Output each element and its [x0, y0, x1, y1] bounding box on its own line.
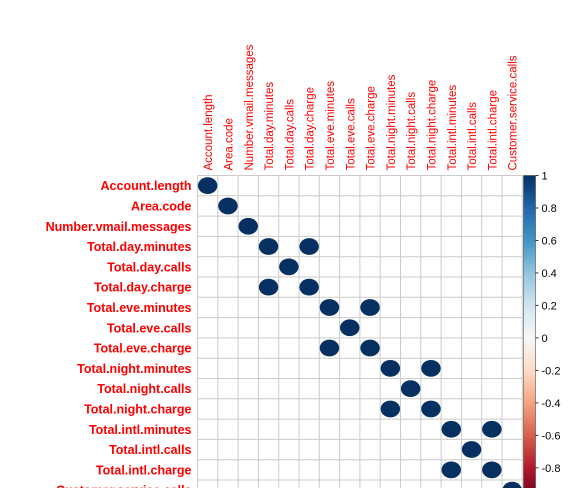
colorbar-tick-label: 0.2: [542, 300, 557, 312]
corr-circle-Total.eve.charge-Total.eve.charge: [360, 339, 380, 357]
corr-circle-Total.intl.minutes-Total.intl.minutes: [441, 420, 461, 438]
column-label: Total.night.calls: [406, 92, 418, 171]
corr-circle-Total.eve.charge-Total.eve.minutes: [319, 339, 340, 357]
colorbar-tick-label: 0.6: [542, 235, 557, 247]
colorbar-tick-label: -0.2: [542, 365, 561, 377]
row-label: Total.intl.calls: [109, 443, 191, 457]
row-label: Total.day.charge: [94, 281, 192, 295]
corr-circle-Total.day.minutes-Total.day.charge: [299, 238, 319, 255]
row-label: Customer.service.calls: [56, 484, 192, 488]
corr-circle-Total.intl.calls-Total.intl.calls: [461, 441, 482, 458]
corr-circle-Total.eve.minutes-Total.eve.charge: [360, 299, 380, 316]
column-label: Number.vmail.messages: [244, 44, 256, 170]
column-label: Total.day.minutes: [264, 82, 276, 171]
corr-circle-Total.day.charge-Total.day.charge: [299, 278, 319, 296]
row-label: Total.intl.charge: [96, 463, 192, 477]
colorbar-tick-label: -0.4: [542, 398, 561, 410]
row-label: Number.vmail.messages: [46, 220, 192, 234]
colorbar-tick-label: 0.4: [542, 268, 557, 280]
column-label: Total.intl.minutes: [447, 85, 459, 171]
colorbar-tick-label: 1: [542, 171, 548, 183]
column-label: Customer.service.calls: [508, 55, 520, 170]
corr-circle-Total.night.calls-Total.night.calls: [400, 380, 421, 398]
colorbar-tick-label: -0.6: [542, 430, 561, 442]
column-label: Total.eve.minutes: [325, 81, 337, 171]
corr-circle-Total.day.charge-Total.day.minutes: [258, 278, 279, 296]
corr-circle-Account.length-Account.length: [197, 177, 218, 195]
row-label: Area.code: [131, 199, 191, 213]
column-label: Total.intl.calls: [467, 102, 479, 171]
row-label: Total.night.charge: [84, 402, 191, 416]
corr-circle-Total.night.minutes-Total.night.minutes: [380, 359, 401, 377]
corr-circle-Total.night.charge-Total.night.minutes: [380, 400, 401, 418]
row-label: Total.eve.charge: [94, 342, 192, 356]
corr-circle-Total.night.minutes-Total.night.charge: [421, 359, 441, 377]
row-label: Total.intl.minutes: [89, 423, 192, 437]
corr-circle-Area.code-Area.code: [218, 197, 238, 215]
corr-circle-Total.intl.charge-Total.intl.charge: [482, 461, 502, 479]
row-label: Account.length: [101, 179, 192, 193]
row-label: Total.eve.minutes: [87, 301, 192, 315]
column-label: Total.day.charge: [305, 87, 317, 171]
column-label: Total.intl.charge: [487, 90, 499, 171]
corr-circle-Customer.service.calls-Customer.service.calls: [502, 481, 522, 493]
column-label: Account.length: [203, 94, 215, 170]
colorbar-tick-label: 0: [542, 333, 548, 345]
row-label: Total.eve.calls: [107, 321, 192, 335]
corr-circle-Number.vmail.messages-Number.vmail.messages: [238, 217, 258, 235]
row-label: Total.day.calls: [107, 260, 191, 274]
column-labels: Account.length Area.code Number.vmail.mess…: [203, 44, 520, 170]
colorbar-tick-label: -0.8: [542, 463, 561, 475]
column-label: Total.day.calls: [284, 99, 296, 171]
column-label: Total.night.charge: [426, 80, 438, 171]
corr-circle-Total.day.calls-Total.day.calls: [279, 258, 299, 276]
column-label: Total.eve.charge: [366, 86, 378, 170]
column-label: Total.night.minutes: [386, 74, 398, 170]
colorbar: 10.80.60.40.20-0.2-0.4-0.6-0.8-1: [523, 171, 561, 493]
column-label: Total.eve.calls: [345, 98, 357, 170]
grid: [197, 175, 523, 493]
colorbar-tick-label: 0.8: [542, 203, 557, 215]
correlation-circles: [197, 177, 522, 493]
corr-circle-Total.night.charge-Total.night.charge: [421, 400, 441, 418]
corr-circle-Total.intl.charge-Total.intl.minutes: [441, 461, 461, 479]
corr-circle-Total.eve.minutes-Total.eve.minutes: [319, 299, 340, 316]
corr-circle-Total.eve.calls-Total.eve.calls: [340, 319, 360, 337]
colorbar-gradient: [523, 175, 536, 493]
corr-circle-Total.intl.minutes-Total.intl.charge: [482, 420, 502, 438]
corr-circle-Total.day.minutes-Total.day.minutes: [258, 238, 279, 255]
row-label: Total.night.calls: [97, 382, 191, 396]
row-labels: Account.length Area.code Number.vmail.mess…: [46, 179, 192, 493]
column-label: Area.code: [223, 118, 235, 170]
row-label: Total.night.minutes: [77, 362, 191, 376]
row-label: Total.day.minutes: [87, 240, 191, 254]
